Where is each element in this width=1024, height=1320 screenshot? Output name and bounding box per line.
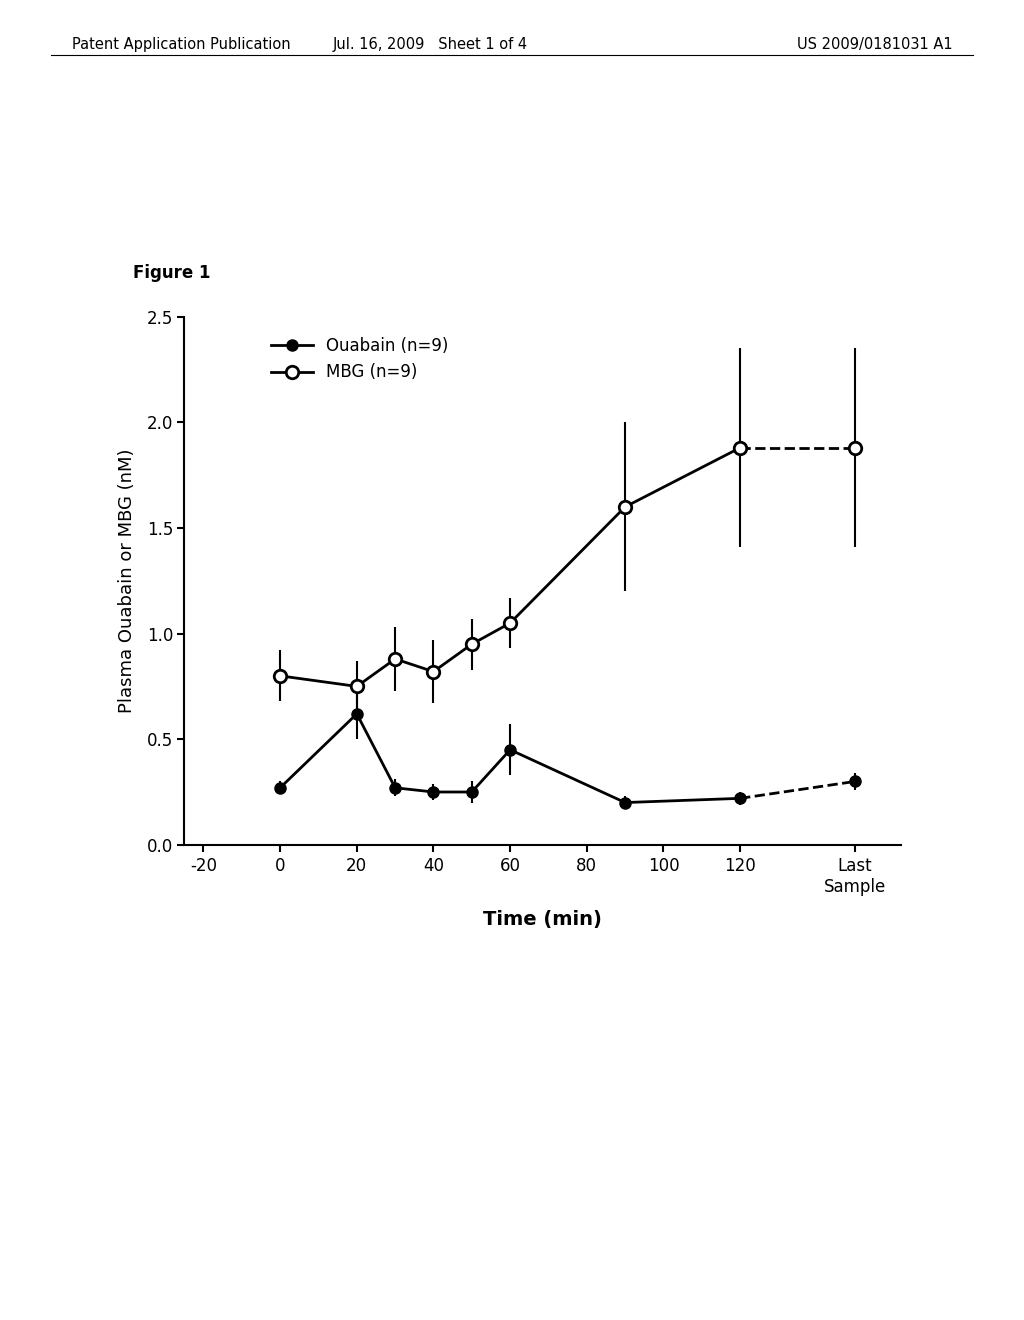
Text: Jul. 16, 2009   Sheet 1 of 4: Jul. 16, 2009 Sheet 1 of 4 bbox=[333, 37, 527, 51]
Text: Patent Application Publication: Patent Application Publication bbox=[72, 37, 291, 51]
Legend: Ouabain (n=9), MBG (n=9): Ouabain (n=9), MBG (n=9) bbox=[264, 330, 455, 388]
Text: Figure 1: Figure 1 bbox=[133, 264, 211, 282]
X-axis label: Time (min): Time (min) bbox=[483, 909, 602, 929]
Y-axis label: Plasma Ouabain or MBG (nM): Plasma Ouabain or MBG (nM) bbox=[118, 449, 136, 713]
Text: US 2009/0181031 A1: US 2009/0181031 A1 bbox=[797, 37, 952, 51]
